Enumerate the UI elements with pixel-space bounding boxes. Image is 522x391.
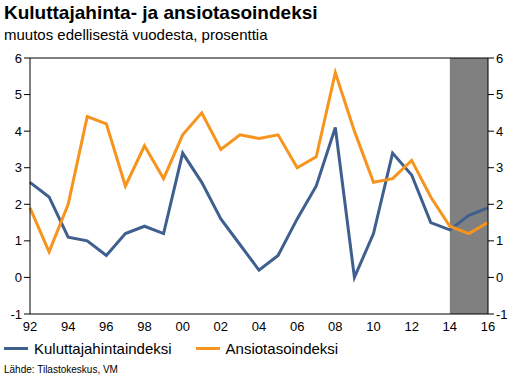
svg-text:3: 3 [496,160,503,175]
svg-text:6: 6 [15,51,22,66]
svg-text:94: 94 [61,319,75,334]
svg-text:2: 2 [496,197,503,212]
svg-text:92: 92 [23,319,37,334]
svg-text:14: 14 [443,319,457,334]
svg-text:5: 5 [496,87,503,102]
svg-text:-1: -1 [496,307,508,322]
svg-text:06: 06 [290,319,304,334]
html-text:Kuluttajahinta- ja ansiotasoin: Kuluttajahinta- ja ansiotasoindeksi [4,2,318,23]
svg-text:4: 4 [496,124,503,139]
svg-text:10: 10 [366,319,380,334]
svg-text:02: 02 [214,319,228,334]
svg-text:1: 1 [496,233,503,248]
html-text:Lähde: Tilastokeskus, VM: Lähde: Tilastokeskus, VM [4,364,118,375]
svg-text:1: 1 [15,233,22,248]
svg-text:0: 0 [15,270,22,285]
svg-text:4: 4 [15,124,22,139]
svg-text:98: 98 [137,319,151,334]
svg-text:12: 12 [404,319,418,334]
svg-text:0: 0 [496,270,503,285]
svg-text:16: 16 [481,319,495,334]
html-text:muutos edellisestä vuodesta, p: muutos edellisestä vuodesta, prosenttia [4,26,268,43]
svg-text:04: 04 [252,319,266,334]
svg-text:5: 5 [15,87,22,102]
svg-text:2: 2 [15,197,22,212]
svg-text:08: 08 [328,319,342,334]
svg-text:3: 3 [15,160,22,175]
svg-text:6: 6 [496,51,503,66]
html-text:Ansiotasoindeksi: Ansiotasoindeksi [225,340,339,357]
html-text:Kuluttajahintaindeksi: Kuluttajahintaindeksi [34,340,172,357]
svg-text:-1: -1 [10,307,22,322]
svg-text:96: 96 [99,319,113,334]
svg-text:00: 00 [175,319,189,334]
